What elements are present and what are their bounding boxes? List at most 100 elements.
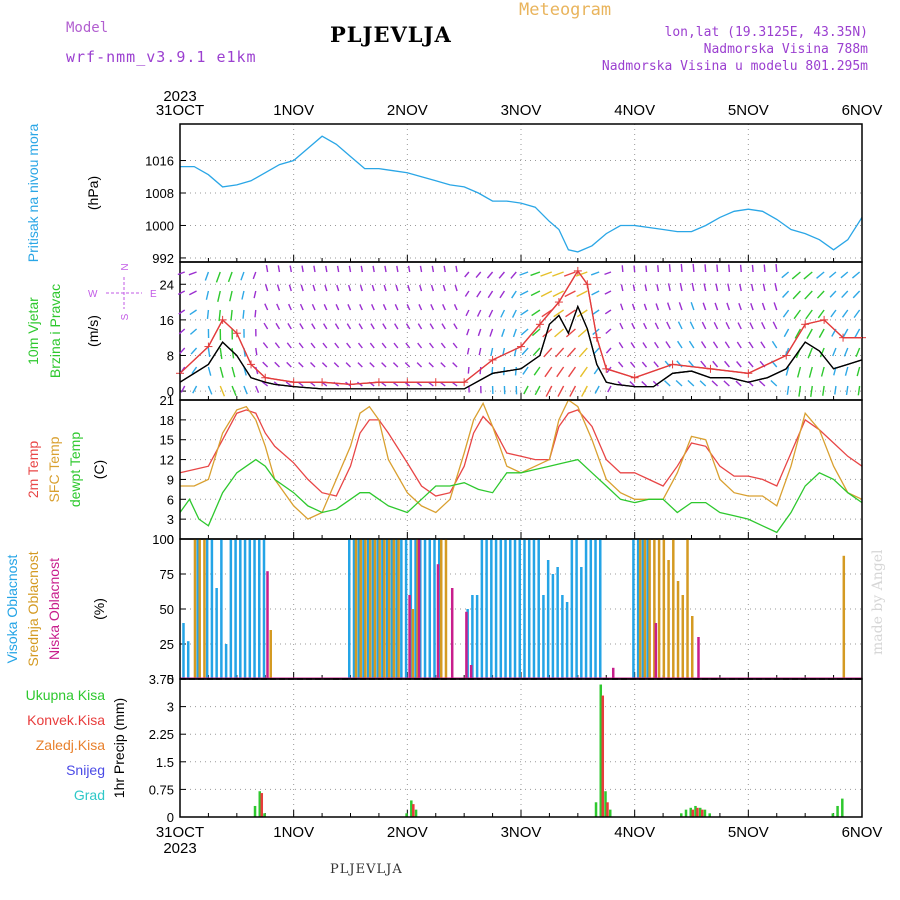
y-tick-label: 1.5 bbox=[156, 755, 174, 770]
wind-barb bbox=[678, 302, 683, 311]
wind-barb bbox=[262, 361, 269, 368]
bar-clouds bbox=[465, 611, 468, 679]
wind-barb bbox=[785, 366, 790, 376]
bar-precip bbox=[689, 807, 692, 817]
wind-barb bbox=[761, 322, 766, 330]
bar-clouds bbox=[408, 595, 411, 679]
bar-clouds bbox=[253, 539, 256, 679]
wind-barb bbox=[189, 328, 198, 335]
wind-barb bbox=[333, 362, 340, 368]
wind-barb bbox=[853, 309, 861, 319]
wind-barb bbox=[828, 271, 837, 279]
wind-barb bbox=[189, 309, 197, 316]
wind-barb bbox=[843, 347, 849, 357]
bar-precip bbox=[405, 813, 408, 817]
wind-barb bbox=[676, 360, 683, 368]
wind-barb bbox=[511, 290, 517, 299]
axis-label-temperature: SFC Temp bbox=[46, 436, 62, 502]
wind-barb bbox=[394, 323, 399, 330]
y-tick-label: 8 bbox=[167, 348, 174, 363]
wind-barb bbox=[810, 385, 813, 397]
bar-clouds bbox=[397, 539, 400, 679]
bar-precip bbox=[691, 809, 694, 817]
bar-clouds bbox=[392, 539, 396, 679]
wind-barb bbox=[188, 271, 197, 276]
wind-barb bbox=[519, 290, 529, 296]
wind-barb bbox=[808, 366, 813, 378]
wind-barb bbox=[652, 380, 659, 387]
wind-barb bbox=[556, 366, 565, 378]
y-tick-label: 15 bbox=[160, 433, 174, 448]
bar-precip bbox=[263, 813, 266, 817]
wind-barb bbox=[724, 360, 730, 368]
series-line-temperature bbox=[179, 458, 863, 534]
bar-clouds bbox=[224, 644, 228, 679]
bar-clouds bbox=[561, 595, 564, 679]
y-tick-label: 0 bbox=[167, 384, 174, 399]
bar-precip bbox=[594, 802, 598, 817]
bar-clouds bbox=[258, 539, 261, 679]
y-tick-label: 100 bbox=[152, 532, 174, 547]
wind-barb bbox=[552, 290, 564, 298]
bar-clouds bbox=[570, 539, 574, 679]
bar-clouds bbox=[475, 595, 479, 679]
wind-barb bbox=[276, 303, 281, 311]
y-tick-label: 0 bbox=[167, 532, 174, 547]
wind-dir-label: W bbox=[88, 289, 98, 300]
bar-precip bbox=[698, 807, 702, 817]
bar-precip bbox=[831, 813, 835, 817]
wind-barb bbox=[348, 284, 352, 292]
wind-barb bbox=[656, 284, 660, 292]
bar-clouds bbox=[575, 539, 578, 679]
wind-barb bbox=[700, 341, 707, 349]
precip-legend-item: Zaledj.Kisa bbox=[36, 737, 105, 753]
bar-precip bbox=[684, 809, 688, 817]
wind-barb bbox=[829, 290, 837, 298]
y-tick-label: 992 bbox=[152, 251, 174, 266]
wind-barb bbox=[476, 309, 482, 317]
wind-barb bbox=[262, 342, 269, 349]
wind-barb bbox=[467, 366, 470, 374]
bar-precip bbox=[608, 809, 612, 817]
wind-barb bbox=[645, 265, 648, 273]
wind-barb bbox=[631, 322, 636, 330]
bar-clouds bbox=[546, 560, 550, 679]
wind-barb bbox=[641, 381, 647, 387]
bar-precip bbox=[604, 791, 607, 817]
wind-barb bbox=[392, 362, 399, 368]
wind-barb bbox=[428, 362, 434, 368]
wind-barb bbox=[700, 360, 707, 368]
y-tick-label: 24 bbox=[160, 277, 174, 292]
bar-clouds bbox=[676, 581, 680, 679]
wind-barb bbox=[396, 265, 399, 273]
wind-barb bbox=[854, 328, 861, 338]
wind-barb bbox=[620, 284, 624, 292]
wind-barb bbox=[632, 284, 636, 292]
series-line-wind-top bbox=[179, 269, 862, 386]
wind-barb bbox=[807, 347, 813, 359]
bar-clouds bbox=[390, 539, 394, 679]
wind-barb bbox=[564, 290, 576, 298]
bar-clouds bbox=[229, 539, 233, 679]
wind-barb bbox=[798, 385, 802, 397]
wind-barb bbox=[534, 385, 541, 396]
wind-barb bbox=[395, 284, 399, 292]
wind-barb bbox=[804, 290, 813, 300]
wind-barb bbox=[856, 366, 861, 377]
bar-clouds bbox=[646, 539, 649, 679]
wind-barb bbox=[618, 361, 624, 368]
wind-barb bbox=[264, 284, 269, 292]
wind-dir-label: E bbox=[150, 289, 157, 300]
wind-barb bbox=[371, 284, 375, 292]
wind-barb bbox=[312, 284, 316, 292]
wind-barb bbox=[541, 309, 553, 318]
wind-barb bbox=[454, 284, 458, 292]
wind-barb bbox=[277, 265, 281, 273]
wind-barb bbox=[607, 385, 612, 393]
wind-barb bbox=[805, 309, 813, 320]
wind-barb bbox=[604, 271, 612, 276]
bar-clouds bbox=[469, 665, 473, 679]
y-tick-label: 9 bbox=[167, 472, 174, 487]
wind-barb bbox=[276, 284, 281, 292]
wind-barb bbox=[477, 328, 482, 337]
